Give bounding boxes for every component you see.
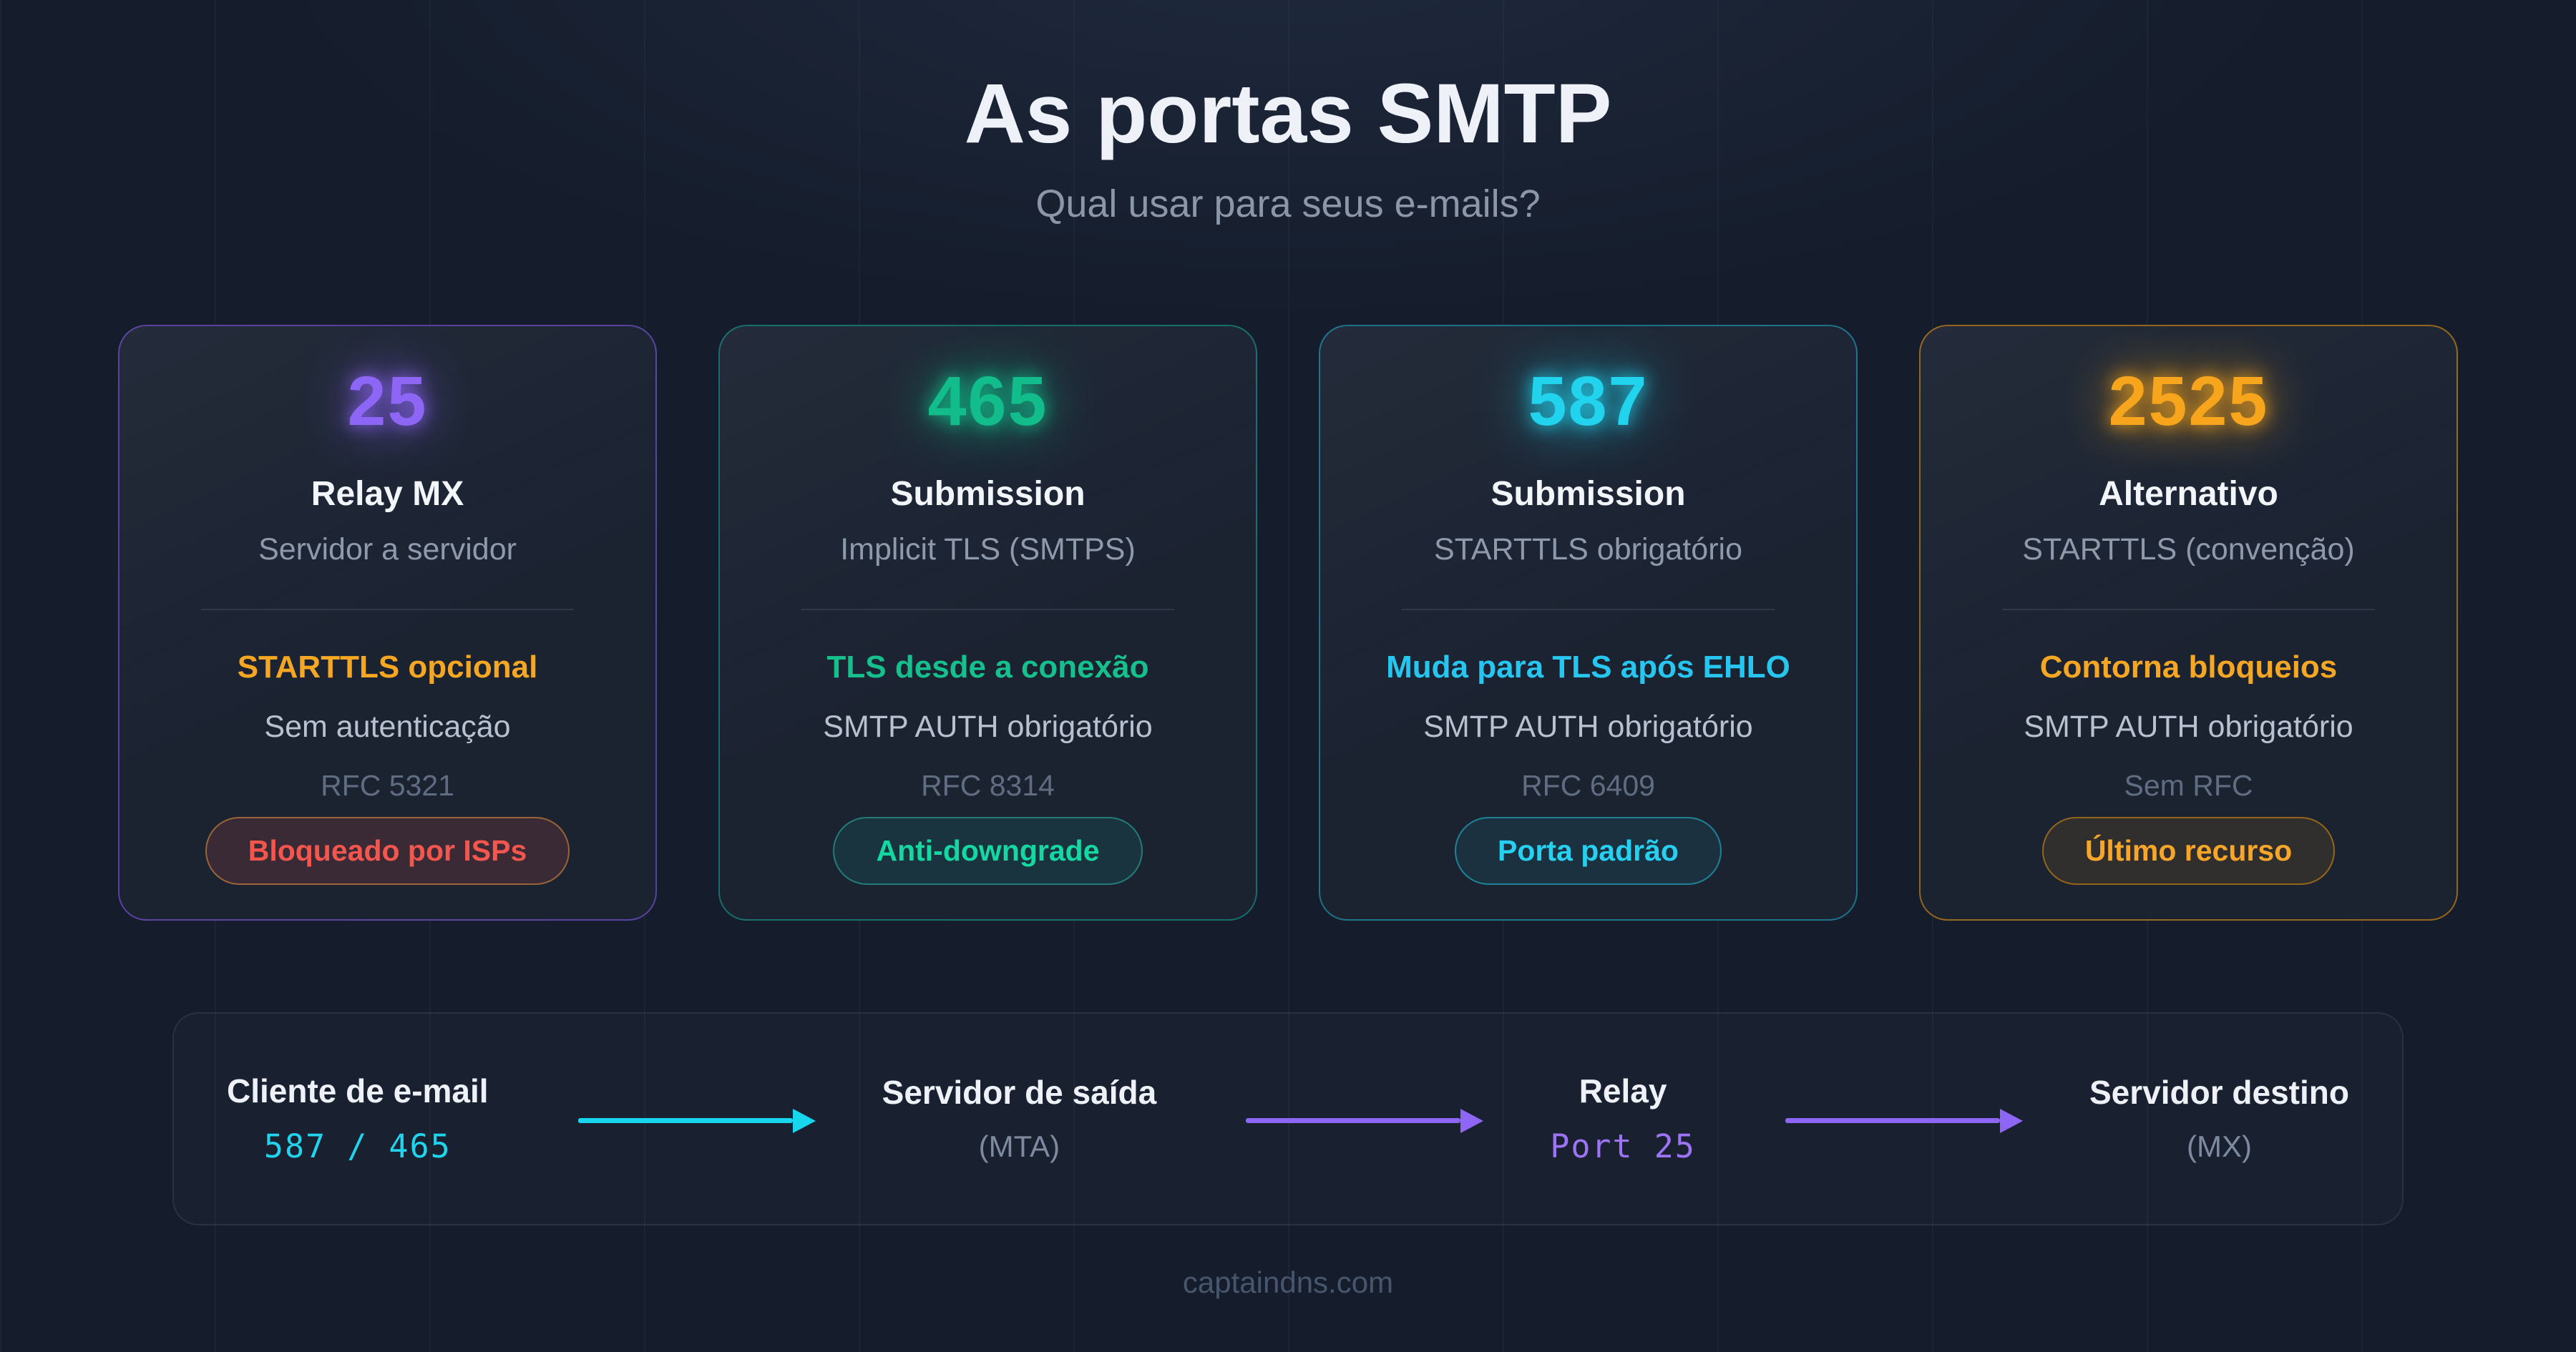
feature-rfc: RFC 8314 xyxy=(921,769,1055,803)
card-port-25: 25 Relay MX Servidor a servidor STARTTLS… xyxy=(118,324,657,921)
flow-arrow-icon xyxy=(1785,1118,2000,1124)
node-label: Servidor destino xyxy=(2089,1073,2349,1111)
card-divider xyxy=(1401,608,1775,610)
card-divider xyxy=(801,608,1175,610)
feature-rfc: Sem RFC xyxy=(2124,769,2253,803)
node-label: Cliente de e-mail xyxy=(227,1072,489,1110)
status-badge: Anti-downgrade xyxy=(833,816,1143,885)
flow-node-outgoing-server: Servidor de saída (MTA) xyxy=(882,1076,1157,1162)
card-title: Submission xyxy=(1491,474,1686,513)
feature-highlight: Contorna bloqueios xyxy=(2039,649,2338,685)
card-subtitle: Servidor a servidor xyxy=(258,532,517,567)
page-subtitle: Qual usar para seus e-mails? xyxy=(1035,182,1541,225)
flow-arrow-icon xyxy=(577,1118,793,1124)
node-label: Relay xyxy=(1579,1072,1667,1110)
feature-highlight: TLS desde a conexão xyxy=(826,649,1149,685)
card-title: Relay MX xyxy=(311,474,464,513)
node-role: (MTA) xyxy=(978,1129,1060,1163)
card-port-2525: 2525 Alternativo STARTTLS (convenção) Co… xyxy=(1919,324,2458,921)
node-ports: 587 / 465 xyxy=(263,1127,452,1166)
feature-auth: SMTP AUTH obrigatório xyxy=(2024,710,2353,745)
status-badge: Bloqueado por ISPs xyxy=(205,816,570,885)
card-subtitle: Implicit TLS (SMTPS) xyxy=(840,532,1136,567)
card-subtitle: STARTTLS obrigatório xyxy=(1434,532,1742,567)
status-badge: Último recurso xyxy=(2041,816,2336,885)
flow-node-email-client: Cliente de e-mail 587 / 465 xyxy=(227,1074,489,1162)
node-role: (MX) xyxy=(2186,1129,2252,1163)
port-number: 587 xyxy=(1528,361,1649,440)
feature-auth: SMTP AUTH obrigatório xyxy=(823,710,1153,745)
header: As portas SMTP Qual usar para seus e-mai… xyxy=(0,0,2576,226)
status-badge: Porta padrão xyxy=(1455,816,1722,885)
card-title: Submission xyxy=(890,474,1085,513)
feature-auth: Sem autenticação xyxy=(264,710,511,745)
card-port-465: 465 Submission Implicit TLS (SMTPS) TLS … xyxy=(718,324,1257,921)
port-number: 2525 xyxy=(2108,361,2269,440)
feature-auth: SMTP AUTH obrigatório xyxy=(1423,710,1753,745)
flow-node-destination-server: Servidor destino (MX) xyxy=(2089,1076,2349,1162)
card-divider xyxy=(2001,608,2376,610)
feature-rfc: RFC 6409 xyxy=(1521,769,1655,803)
feature-highlight: STARTTLS opcional xyxy=(237,649,538,685)
card-subtitle: STARTTLS (convenção) xyxy=(2022,532,2355,567)
feature-highlight: Muda para TLS após EHLO xyxy=(1386,649,1790,685)
flow-arrow-icon xyxy=(1246,1118,1461,1124)
port-number: 25 xyxy=(347,361,428,440)
card-divider xyxy=(200,608,575,610)
card-title: Alternativo xyxy=(2099,474,2278,513)
node-label: Servidor de saída xyxy=(882,1073,1157,1111)
card-port-587: 587 Submission STARTTLS obrigatório Muda… xyxy=(1319,324,1858,921)
feature-rfc: RFC 5321 xyxy=(321,769,454,803)
mail-flow-panel: Cliente de e-mail 587 / 465 Servidor de … xyxy=(172,1011,2404,1225)
page-title: As portas SMTP xyxy=(964,67,1612,161)
port-number: 465 xyxy=(927,361,1048,440)
port-cards-row: 25 Relay MX Servidor a servidor STARTTLS… xyxy=(0,324,2576,921)
node-port: Port 25 xyxy=(1550,1127,1696,1166)
footer-watermark: captaindns.com xyxy=(1182,1265,1394,1299)
flow-node-relay: Relay Port 25 xyxy=(1550,1074,1696,1162)
